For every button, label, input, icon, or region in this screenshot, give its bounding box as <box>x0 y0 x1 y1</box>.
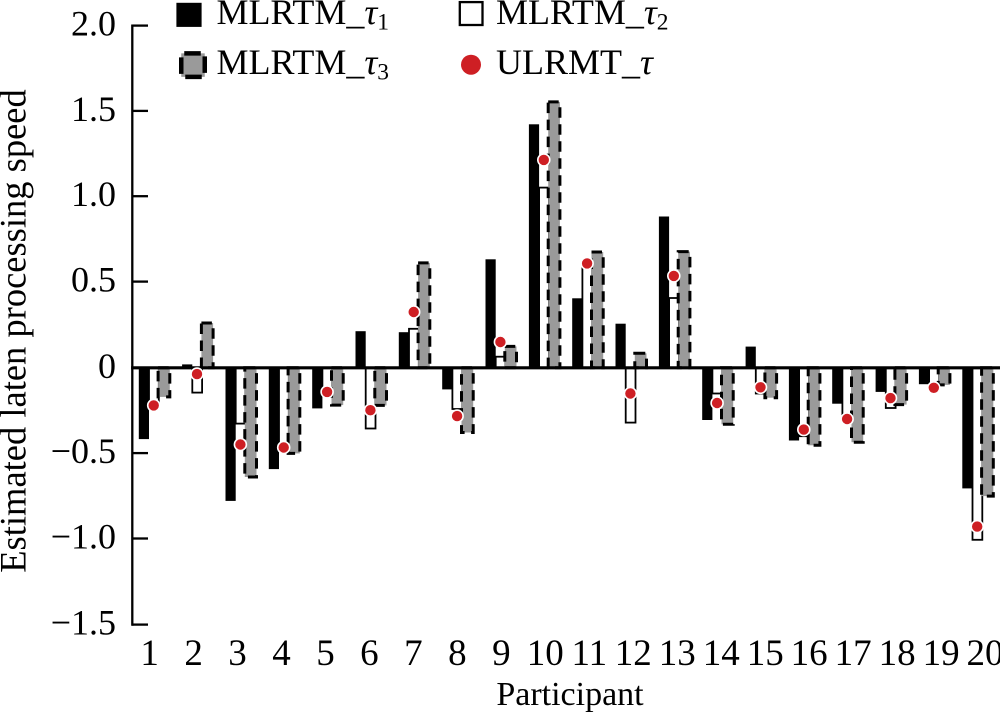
svg-text:20: 20 <box>967 633 1000 674</box>
svg-text:−1.5: −1.5 <box>51 603 116 643</box>
svg-text:19: 19 <box>923 633 960 674</box>
svg-text:12: 12 <box>615 633 652 674</box>
svg-text:1.0: 1.0 <box>71 174 116 214</box>
svg-text:16: 16 <box>791 633 828 674</box>
svg-text:−0.5: −0.5 <box>51 431 116 471</box>
svg-text:18: 18 <box>879 633 916 674</box>
svg-text:7: 7 <box>404 633 423 674</box>
svg-text:14: 14 <box>703 633 740 674</box>
svg-text:0.5: 0.5 <box>71 260 116 300</box>
svg-text:10: 10 <box>527 633 564 674</box>
svg-text:6: 6 <box>360 633 379 674</box>
svg-text:5: 5 <box>316 633 335 674</box>
svg-text:1.5: 1.5 <box>71 89 116 129</box>
svg-text:MLRTM_τ1: MLRTM_τ1 <box>217 0 390 36</box>
svg-text:9: 9 <box>492 633 511 674</box>
svg-text:8: 8 <box>448 633 467 674</box>
svg-text:0: 0 <box>98 346 116 386</box>
svg-text:MLRTM_τ3: MLRTM_τ3 <box>217 42 390 86</box>
svg-text:MLRTM_τ2: MLRTM_τ2 <box>496 0 669 36</box>
svg-text:3: 3 <box>228 633 247 674</box>
svg-text:ULRMT_τ: ULRMT_τ <box>496 42 654 82</box>
svg-text:11: 11 <box>571 633 607 674</box>
svg-text:−1.0: −1.0 <box>51 517 116 557</box>
svg-text:2.0: 2.0 <box>71 4 116 44</box>
svg-text:4: 4 <box>272 633 291 674</box>
svg-text:2: 2 <box>184 633 203 674</box>
svg-text:13: 13 <box>659 633 696 674</box>
svg-text:Estimated laten processing spe: Estimated laten processing speed <box>0 89 34 572</box>
svg-text:15: 15 <box>747 633 784 674</box>
svg-text:17: 17 <box>835 633 872 674</box>
svg-text:1: 1 <box>140 633 159 674</box>
svg-text:Participant: Participant <box>496 676 644 713</box>
